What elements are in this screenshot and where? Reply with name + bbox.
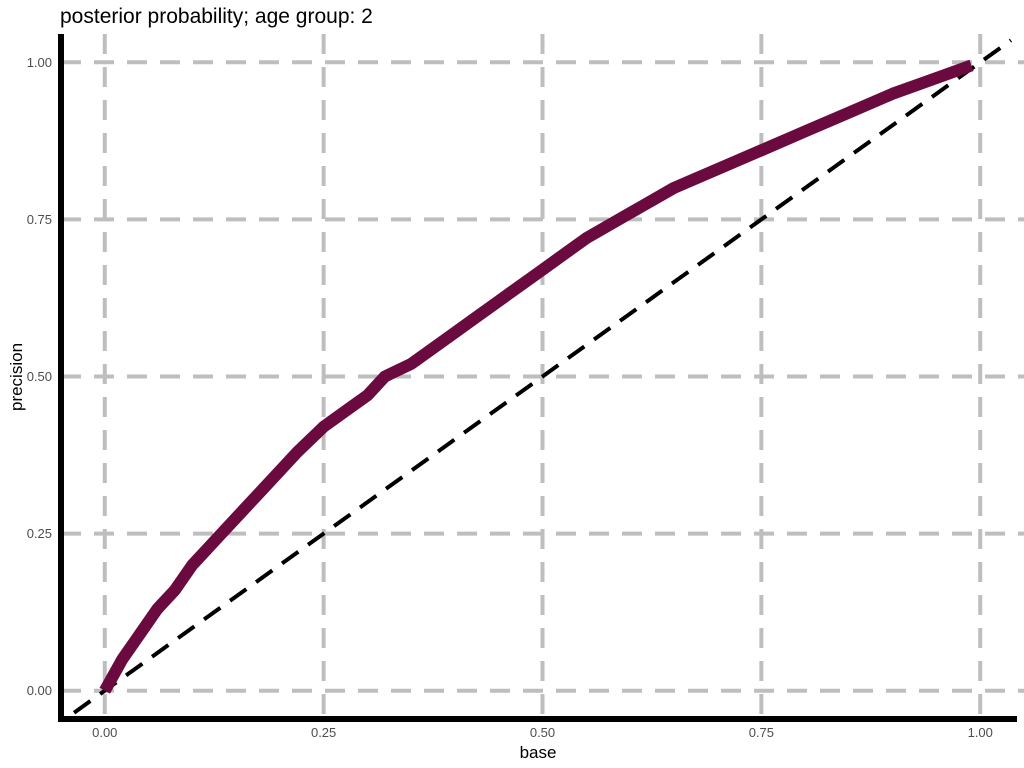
x-tick-label: 0.00 — [92, 725, 117, 740]
y-tick-label: 0.25 — [27, 526, 52, 541]
y-tick-label: 0.50 — [27, 369, 52, 384]
x-tick-label: 0.25 — [311, 725, 336, 740]
precision-curve — [99, 59, 974, 694]
y-tick-label: 0.00 — [27, 683, 52, 698]
y-tick-label: 0.75 — [27, 212, 52, 227]
x-tick-label: 0.50 — [530, 725, 555, 740]
y-tick-label: 1.00 — [27, 55, 52, 70]
x-axis-title: base — [520, 743, 557, 762]
reference-diagonal-line — [72, 38, 1013, 715]
series-layer — [72, 38, 1013, 715]
x-tick-label: 1.00 — [968, 725, 993, 740]
x-tick-label: 0.75 — [749, 725, 774, 740]
y-axis-title: precision — [7, 343, 26, 411]
chart-title: posterior probability; age group: 2 — [60, 5, 373, 28]
tick-labels: 0.00 0.25 0.50 0.75 1.00 0.00 0.25 0.50 0.75 1.00 — [27, 55, 993, 740]
axes — [58, 34, 1017, 722]
